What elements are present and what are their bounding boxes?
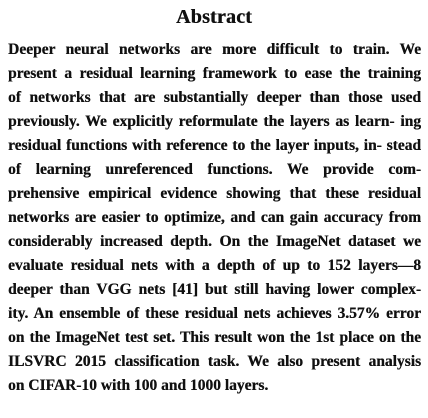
- abstract-line: residual functions with reference to the…: [8, 137, 421, 154]
- abstract-line: ity. An ensemble of these residual nets …: [8, 305, 421, 322]
- abstract-line: ILSVRC 2015 classification task. We also…: [8, 353, 421, 370]
- abstract-body: Deeper neural networks are more difficul…: [8, 38, 421, 398]
- abstract-line: present a residual learning framework to…: [8, 65, 421, 82]
- abstract-line: on CIFAR-10 with 100 and 1000 layers.: [8, 377, 269, 394]
- abstract-line: networks are easier to optimize, and can…: [8, 209, 421, 226]
- abstract-line: considerably increased depth. On the Ima…: [8, 233, 421, 250]
- abstract-line: Deeper neural networks are more difficul…: [8, 41, 421, 58]
- abstract-heading: Abstract: [175, 6, 253, 28]
- abstract-line: on the ImageNet test set. This result wo…: [8, 329, 421, 346]
- abstract-line: previously. We explicitly reformulate th…: [8, 113, 421, 130]
- abstract-line: prehensive empirical evidence showing th…: [8, 185, 421, 202]
- abstract-line: of learning unreferenced functions. We p…: [8, 161, 421, 178]
- abstract-line: evaluate residual nets with a depth of u…: [8, 257, 421, 274]
- abstract-line: of networks that are substantially deepe…: [8, 89, 421, 106]
- abstract-line: deeper than VGG nets [41] but still havi…: [8, 281, 421, 298]
